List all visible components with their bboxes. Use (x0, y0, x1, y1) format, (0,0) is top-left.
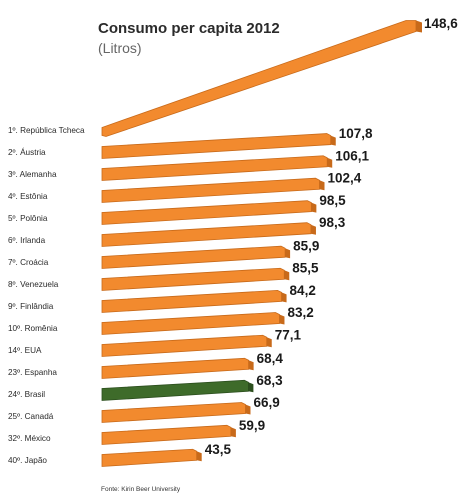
category-label: 32º. México (8, 434, 51, 443)
bar (101, 312, 280, 335)
category-label: 14º. EUA (8, 346, 42, 355)
bar (101, 245, 286, 269)
bar-cap (248, 360, 254, 371)
value-label: 98,5 (319, 193, 346, 208)
bar-cap (416, 20, 422, 33)
category-label: 6º. Irlanda (8, 236, 46, 245)
bar (101, 177, 320, 203)
bar-cap (196, 451, 202, 462)
value-label: 84,2 (290, 283, 316, 298)
bar (101, 222, 312, 247)
value-label: 148,6 (424, 16, 458, 31)
value-label: 43,5 (205, 442, 232, 457)
value-label: 68,4 (257, 351, 284, 366)
category-label: 7º. Croácia (8, 258, 49, 267)
bar (101, 289, 282, 313)
bar (101, 334, 268, 357)
chart-source: Fonte: Kirin Beer University (101, 486, 181, 493)
bar (101, 155, 328, 181)
category-label: 40º. Japão (8, 456, 47, 465)
value-label: 68,3 (256, 373, 283, 388)
value-label: 102,4 (328, 171, 362, 186)
category-label: 3º. Alemanha (8, 170, 57, 179)
value-label: 85,5 (292, 261, 319, 276)
category-label: 5º. Polônia (8, 214, 48, 223)
category-label: 25º. Canadá (8, 412, 54, 421)
value-label: 98,3 (319, 215, 346, 230)
bar-cap (245, 404, 251, 415)
value-label: 83,2 (287, 305, 313, 320)
value-label: 66,9 (253, 395, 279, 410)
value-label: 106,1 (335, 148, 369, 163)
bar-cap (279, 314, 285, 325)
bar-cap (230, 427, 236, 438)
bar (101, 20, 417, 137)
bar (101, 379, 249, 401)
category-label: 2º. Áustria (8, 147, 46, 157)
bar-cap (248, 382, 254, 393)
bar-cap (266, 337, 272, 348)
bar-cap (310, 224, 316, 235)
value-label: 77,1 (275, 328, 302, 343)
category-label: 24º. Brasil (8, 390, 45, 399)
chart-subtitle: (Litros) (98, 40, 142, 56)
bar-cap (311, 202, 317, 213)
bar-cap (281, 292, 287, 303)
category-label: 4º. Estônia (8, 192, 48, 201)
bar (101, 200, 312, 225)
category-label: 9º. Finlândia (8, 302, 54, 311)
value-label: 107,8 (339, 126, 373, 141)
bar (101, 133, 332, 159)
bar-cap (319, 180, 325, 191)
bar-cap (330, 135, 336, 146)
category-label: 8º. Venezuela (8, 280, 59, 289)
value-label: 85,9 (293, 239, 319, 254)
bar (101, 402, 246, 423)
chart-title: Consumo per capita 2012 (98, 20, 280, 37)
category-label: 10º. Romênia (8, 324, 58, 333)
category-label: 1º. República Tcheca (8, 126, 85, 135)
bar (101, 267, 285, 291)
bar-cap (284, 270, 290, 281)
value-label: 59,9 (239, 418, 265, 433)
bar (101, 448, 198, 467)
bar-cap (327, 157, 333, 168)
bar-cap (285, 248, 291, 259)
category-label: 23º. Espanha (8, 368, 57, 377)
bar (101, 357, 250, 379)
